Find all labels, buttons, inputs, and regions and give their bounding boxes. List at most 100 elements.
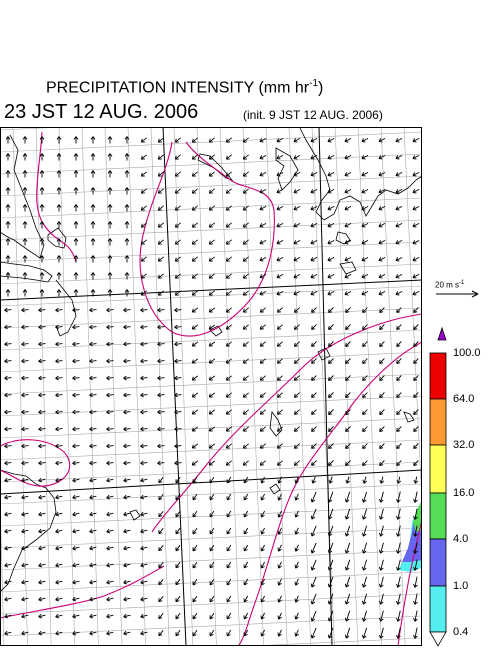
wind-arrow bbox=[413, 426, 419, 433]
wind-arrow bbox=[242, 358, 249, 364]
wind-arrow bbox=[21, 545, 29, 551]
wind-arrow bbox=[327, 525, 334, 537]
wind-arrow bbox=[345, 324, 351, 330]
wind-arrow bbox=[192, 578, 198, 586]
wind-arrow bbox=[158, 477, 164, 484]
wind-arrow bbox=[327, 138, 335, 143]
wind-arrow bbox=[5, 204, 11, 212]
wind-arrow bbox=[259, 206, 267, 211]
wind-arrow bbox=[4, 392, 12, 398]
wind-arrow bbox=[396, 508, 401, 520]
wind-arrow bbox=[157, 307, 165, 313]
wind-arrow bbox=[123, 477, 131, 483]
wind-arrow bbox=[327, 257, 335, 262]
wind-arrow bbox=[191, 341, 199, 347]
wind-arrow bbox=[174, 307, 182, 313]
wind-arrow bbox=[276, 172, 284, 177]
wind-arrow bbox=[413, 409, 419, 416]
wind-arrow bbox=[378, 610, 384, 622]
wind-arrow bbox=[38, 460, 46, 466]
wind-arrow bbox=[362, 375, 368, 381]
wind-arrow bbox=[225, 443, 232, 449]
wind-arrow bbox=[192, 612, 198, 620]
wind-arrow bbox=[5, 255, 11, 263]
wind-arrow bbox=[21, 341, 29, 347]
wind-arrow bbox=[21, 511, 29, 517]
wind-arrow bbox=[175, 578, 181, 586]
wind-arrow bbox=[89, 545, 97, 551]
wind-arrow bbox=[106, 307, 114, 313]
wind-arrow bbox=[21, 443, 29, 449]
wind-arrow bbox=[55, 307, 63, 313]
wind-arrow bbox=[311, 476, 316, 484]
wind-arrow bbox=[22, 238, 28, 246]
wind-arrow bbox=[39, 153, 45, 161]
colorbar-swatch-4-16 bbox=[429, 492, 447, 540]
wind-arrow bbox=[72, 324, 80, 330]
wind-arrow bbox=[55, 409, 63, 415]
wind-arrow bbox=[140, 409, 148, 415]
wind-arrow bbox=[379, 409, 385, 416]
wind-arrow bbox=[175, 510, 181, 518]
wind-arrow bbox=[140, 341, 148, 347]
wind-arrow bbox=[209, 561, 215, 569]
wind-arrow bbox=[22, 170, 28, 178]
wind-arrow bbox=[225, 154, 232, 160]
wind-arrow bbox=[379, 307, 385, 314]
wind-arrow bbox=[209, 544, 215, 552]
lat-lon-grid bbox=[0, 127, 422, 646]
wind-arrow bbox=[209, 629, 215, 637]
wind-arrow bbox=[293, 409, 300, 415]
grid-line bbox=[246, 637, 422, 646]
wind-arrow bbox=[276, 392, 283, 398]
wind-arrow bbox=[208, 290, 215, 296]
wind-arrow bbox=[311, 443, 317, 449]
wind-arrow bbox=[294, 612, 299, 620]
wind-arrow bbox=[21, 613, 29, 619]
wind-arrow bbox=[39, 136, 45, 144]
wind-arrow bbox=[277, 578, 282, 586]
wind-arrow bbox=[396, 542, 401, 554]
wind-arrow bbox=[140, 630, 148, 636]
wind-arrow bbox=[90, 255, 96, 263]
colorbar-label: 0.4 bbox=[453, 626, 469, 638]
wind-arrow bbox=[5, 221, 11, 229]
wind-arrow bbox=[192, 595, 198, 603]
grid-line bbox=[0, 395, 422, 417]
wind-arrow bbox=[56, 289, 62, 297]
wind-arrow bbox=[174, 154, 181, 160]
wind-arrow bbox=[39, 221, 45, 229]
wind-arrow bbox=[327, 559, 334, 571]
wind-arrow bbox=[157, 154, 164, 160]
wind-arrow bbox=[39, 170, 45, 178]
wind-arrow bbox=[90, 170, 96, 178]
wind-arrow bbox=[413, 491, 418, 503]
grid-line bbox=[196, 127, 217, 646]
wind-arrow bbox=[106, 511, 114, 517]
wind-arrow bbox=[396, 426, 402, 433]
wind-arrow bbox=[89, 358, 97, 364]
grid-line bbox=[0, 439, 422, 461]
wind-arrow bbox=[55, 511, 63, 517]
wind-arrow bbox=[123, 545, 131, 551]
wind-arrow bbox=[259, 155, 267, 160]
wind-arrow bbox=[208, 307, 216, 313]
wind-arrow bbox=[5, 170, 11, 178]
grid-line bbox=[127, 127, 146, 646]
wind-arrow bbox=[157, 392, 165, 398]
wind-arrow bbox=[345, 460, 351, 466]
wind-arrow bbox=[38, 630, 46, 636]
wind-arrow bbox=[38, 494, 46, 500]
wind-arrow bbox=[396, 559, 401, 571]
wind-arrow bbox=[310, 542, 317, 554]
wind-arrow bbox=[225, 137, 232, 143]
wind-arrow bbox=[157, 171, 164, 177]
wind-arrow bbox=[396, 409, 402, 416]
wind-arrow bbox=[379, 443, 385, 450]
wind-arrow bbox=[38, 358, 46, 364]
wind-arrow bbox=[56, 170, 62, 178]
wind-arrow bbox=[208, 443, 216, 449]
wind-arrow bbox=[226, 578, 232, 586]
colorbar-swatch-16-32 bbox=[429, 444, 447, 494]
